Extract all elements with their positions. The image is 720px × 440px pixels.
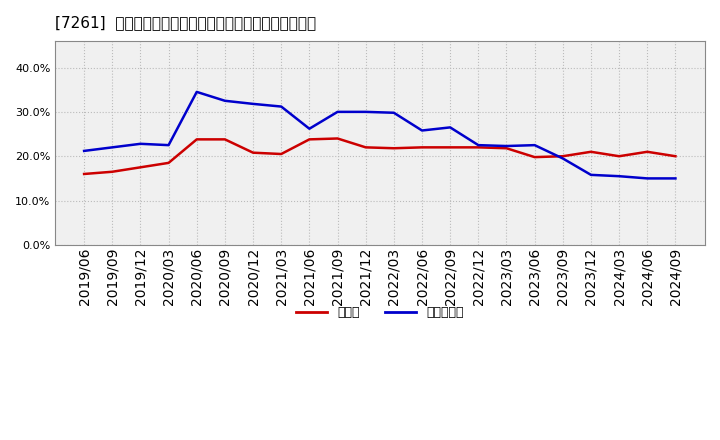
Legend: 現須金, 有利子負債: 現須金, 有利子負債	[291, 301, 469, 324]
Text: [7261]  現預金、有利子負債の総資産に対する比率の推移: [7261] 現預金、有利子負債の総資産に対する比率の推移	[55, 15, 315, 30]
